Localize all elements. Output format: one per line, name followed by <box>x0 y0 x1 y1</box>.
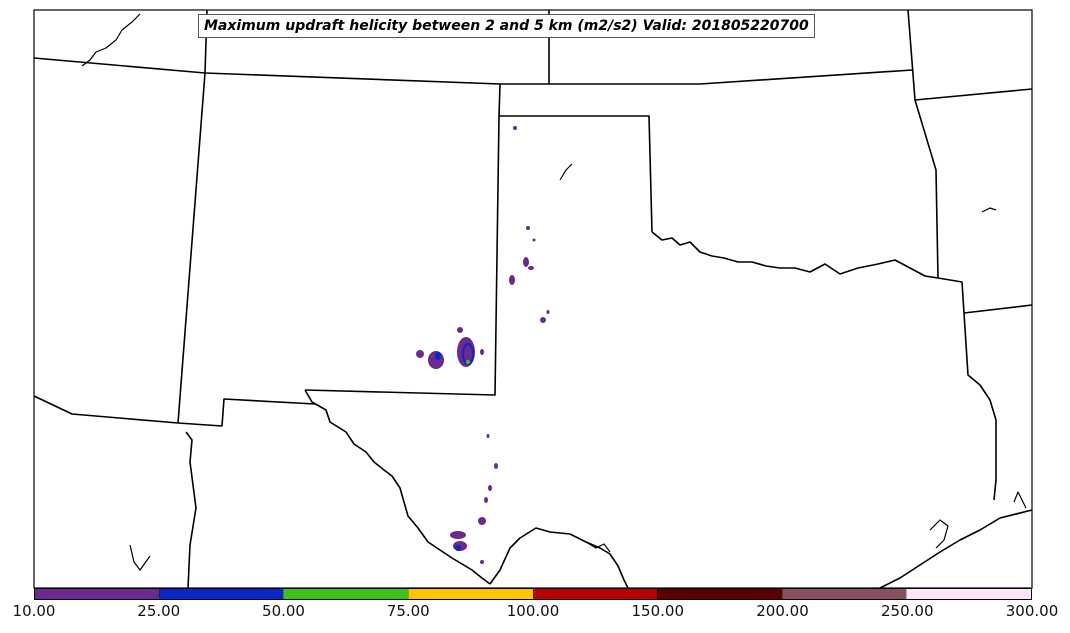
state-boundaries <box>33 9 1033 589</box>
swath-blue-1 <box>435 352 441 360</box>
colorbar-tick-label: 25.00 <box>137 602 181 620</box>
colorbar-tick-label: 50.00 <box>262 602 305 620</box>
boundary-nm-az <box>177 72 206 424</box>
lake-small-1 <box>559 163 573 181</box>
colorbar-ticks: 10.00 25.00 50.00 75.00 100.00 150.00 200.00 25… <box>0 600 1070 630</box>
colorbar-tick-label: 75.00 <box>386 602 430 620</box>
storm-cluster-panhandle <box>509 126 550 323</box>
plot-border <box>33 9 1033 589</box>
boundary-ks-mo <box>907 9 939 279</box>
lake-top-left <box>81 13 141 67</box>
boundary-ok-north <box>499 115 653 233</box>
colorbar-tick-label: 300.00 <box>1005 602 1059 620</box>
swath-w-b <box>494 463 498 469</box>
swath-p-a <box>513 126 517 130</box>
colorbar-segment-6 <box>781 589 907 599</box>
lake-small-2 <box>981 207 997 213</box>
colorbar-tick-label: 100.00 <box>506 602 560 620</box>
swath-w-c <box>488 485 492 491</box>
colorbar-segment-2 <box>283 589 408 599</box>
colorbar-segment-3 <box>407 589 533 599</box>
storm-cluster-west-tx <box>450 434 498 564</box>
swath-green-1 <box>466 360 470 364</box>
swath-w-e <box>478 517 486 525</box>
map-title: Maximum updraft helicity between 2 and 5… <box>198 14 815 38</box>
boundary-tx-nm <box>304 83 501 396</box>
swath-w-h <box>455 545 461 551</box>
swath-p-c <box>523 257 529 267</box>
swath-p-b <box>526 226 530 230</box>
swath-p-d <box>528 266 534 270</box>
swath-w-i <box>480 560 484 564</box>
helicity-swaths <box>416 126 550 564</box>
boundary-ar-mo <box>937 277 1033 314</box>
gulf-coast <box>879 509 1033 589</box>
swath-purple-5 <box>480 349 484 355</box>
colorbar-segment-7 <box>906 589 1031 599</box>
swath-p-g <box>546 310 550 314</box>
colorbar-tick-label: 150.00 <box>631 602 685 620</box>
swath-p-f <box>540 317 546 323</box>
swath-p-h <box>532 238 536 242</box>
lake-small-3 <box>129 544 151 571</box>
boundary-mexico <box>489 527 629 589</box>
colorbar <box>34 588 1032 600</box>
boundary-nm-west-lower <box>185 431 197 589</box>
storm-cluster-ne-nm <box>416 327 484 369</box>
swath-w-d <box>484 497 488 503</box>
colorbar-segment-0 <box>35 589 159 599</box>
boundary-az-mex <box>33 395 179 424</box>
swath-p-e <box>509 275 515 285</box>
boundary-north-1 <box>33 57 913 85</box>
bayou-3 <box>585 541 611 553</box>
swath-w-a <box>486 434 490 438</box>
red-river <box>651 231 939 279</box>
colorbar-tick-label: 10.00 <box>12 602 56 620</box>
bayou-2 <box>1013 491 1027 509</box>
bayou-1 <box>929 519 949 549</box>
boundary-tx-la <box>963 312 997 501</box>
colorbar-segment-5 <box>657 589 782 599</box>
swath-w-f <box>450 531 466 539</box>
rio-grande <box>304 389 491 585</box>
colorbar-tick-label: 250.00 <box>881 602 934 620</box>
swath-purple-2 <box>416 350 424 358</box>
colorbar-tick-label: 200.00 <box>756 602 809 620</box>
colorbar-segment-1 <box>158 589 284 599</box>
boundary-nm-south <box>177 398 316 427</box>
boundary-north-2 <box>914 88 1033 101</box>
colorbar-segment-4 <box>532 589 658 599</box>
swath-purple-4 <box>457 327 463 333</box>
